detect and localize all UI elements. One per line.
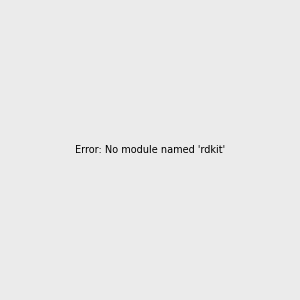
- Text: Error: No module named 'rdkit': Error: No module named 'rdkit': [75, 145, 225, 155]
